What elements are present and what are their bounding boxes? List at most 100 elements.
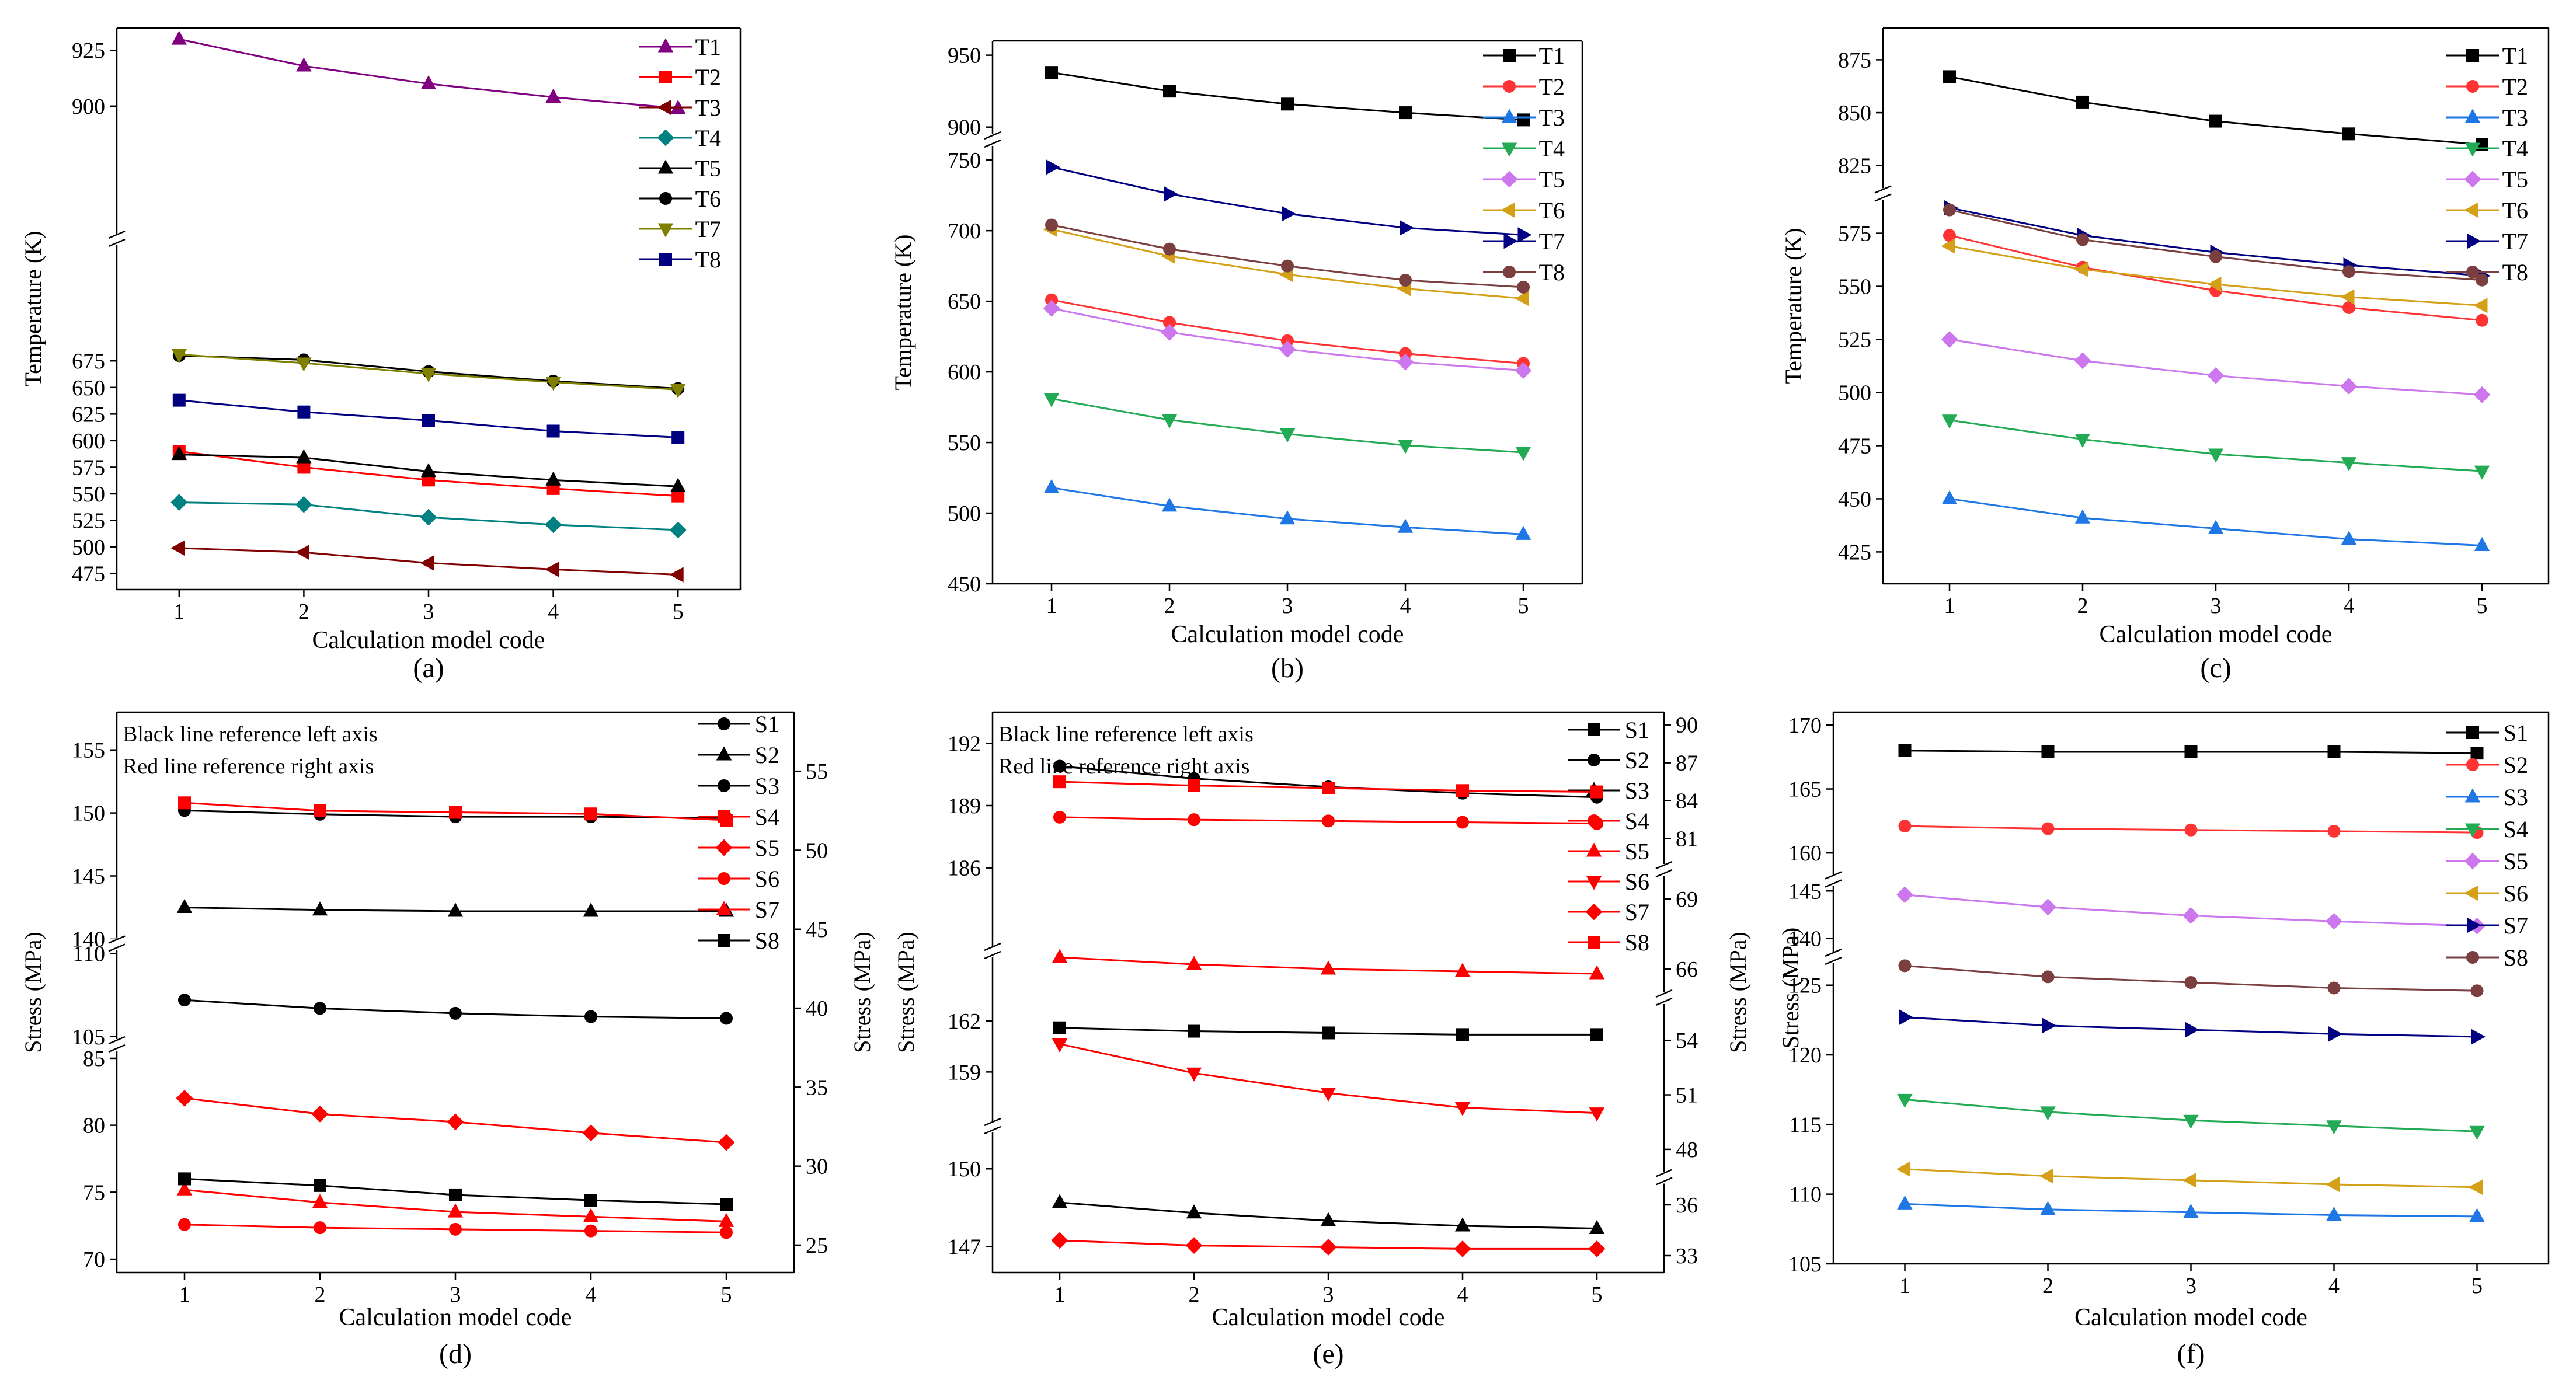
legend-label-b-T6: T6 (1539, 197, 1565, 224)
data-point-e-S3 (1052, 1194, 1068, 1208)
series-line-c-T4 (1949, 419, 2483, 472)
data-point-a-T5 (171, 445, 187, 461)
data-point-e-S6 (1186, 1067, 1202, 1082)
data-point-f-S5 (2039, 898, 2056, 916)
data-point-d-S5 (582, 1124, 600, 1142)
data-point-b-T4 (1279, 428, 1296, 443)
data-point-c-T6 (1941, 238, 1955, 254)
data-point-f-S7 (2042, 1017, 2057, 1034)
legend-marker-b-T5 (1501, 170, 1518, 188)
axis-break-a-mark-2 (108, 238, 126, 248)
data-point-e-S8 (1322, 782, 1335, 794)
data-point-c-T2 (2342, 301, 2355, 314)
y-axis-label-c: Temperature (K) (1780, 228, 1806, 384)
data-point-b-T8 (1281, 259, 1294, 273)
legend-marker-f-S8 (2466, 951, 2479, 964)
data-point-b-T5 (1515, 362, 1532, 379)
data-point-f-S1 (2327, 745, 2341, 758)
data-point-b-T3 (1515, 525, 1531, 540)
y-tick-label-a: 475 (72, 562, 105, 587)
data-point-f-S6 (1896, 1161, 1910, 1177)
x-tick-label-f: 4 (2328, 1274, 2340, 1298)
annotation-e: Black line reference left axis (998, 722, 1254, 747)
data-point-f-S3 (2183, 1204, 2199, 1218)
data-point-f-S4 (2040, 1106, 2056, 1121)
data-point-b-T5 (1397, 353, 1414, 371)
legend-marker-c-T7 (2467, 233, 2481, 249)
x-tick-label-d: 5 (721, 1283, 732, 1307)
data-point-d-S3 (314, 1002, 326, 1015)
data-point-e-S1 (1053, 1021, 1066, 1034)
x-tick-label-d: 2 (315, 1283, 326, 1307)
data-point-c-T3 (2074, 509, 2091, 524)
legend-marker-a-T8 (659, 253, 672, 266)
data-point-f-S3 (2469, 1208, 2485, 1222)
data-point-a-T5 (296, 449, 312, 464)
data-point-c-T1 (1943, 70, 1956, 83)
y-tick-label-f: 160 (1788, 841, 1822, 866)
legend-label-c-T1: T1 (2502, 43, 2528, 69)
data-point-b-T3 (1397, 518, 1414, 533)
y-tick-label-b: 600 (948, 360, 981, 385)
y-axis-label-a: Temperature (K) (20, 231, 46, 386)
data-point-a-T3 (669, 567, 684, 583)
data-point-f-S1 (1898, 744, 1912, 757)
y-tick-label-a: 925 (72, 39, 105, 63)
data-point-b-T7 (1282, 205, 1296, 222)
data-point-a-T8 (297, 405, 311, 419)
axis-break-f-mark-1 (1825, 871, 1842, 880)
data-point-f-S6 (2325, 1176, 2340, 1193)
data-point-d-S4 (178, 796, 191, 810)
right-axis-break-e-mark-1 (1655, 1169, 1673, 1177)
data-point-e-S5 (1454, 963, 1471, 977)
data-point-c-T1 (2076, 95, 2089, 109)
y-axis-label-e: Stress (MPa) (893, 932, 919, 1053)
data-point-c-T8 (2076, 233, 2089, 246)
legend-marker-e-S6 (1586, 876, 1602, 890)
legend-label-a-T6: T6 (695, 186, 721, 212)
y-tick-label-d: 75 (83, 1180, 105, 1205)
data-point-a-T5 (545, 471, 561, 486)
y-tick-label-a: 650 (72, 376, 105, 400)
annotation-d: Black line reference left axis (123, 722, 378, 747)
data-point-d-S8 (314, 1179, 326, 1192)
x-tick-label-b: 1 (1046, 594, 1057, 618)
legend-marker-b-T6 (1501, 202, 1515, 218)
data-point-d-S3 (449, 1006, 462, 1020)
legend-marker-d-S4 (718, 810, 730, 823)
data-point-d-S2 (447, 902, 464, 917)
series-line-c-T5 (1949, 339, 2483, 396)
axis-break-c-mark-2 (1874, 193, 1892, 202)
axis-break-b-mark-1 (984, 131, 1001, 140)
data-point-c-T8 (2476, 273, 2488, 287)
data-point-f-S5 (2326, 912, 2342, 930)
x-tick-label-e: 3 (1323, 1283, 1334, 1307)
data-point-a-T1 (171, 30, 187, 45)
panel-caption-f: (f) (2177, 1339, 2205, 1369)
data-point-f-S8 (2327, 981, 2341, 995)
legend-label-c-T5: T5 (2502, 166, 2528, 193)
data-point-e-S3 (1589, 1219, 1605, 1234)
data-point-d-S2 (312, 901, 328, 916)
data-point-e-S3 (1320, 1212, 1336, 1226)
legend-marker-c-T8 (2466, 266, 2479, 278)
data-point-a-T1 (420, 75, 437, 90)
axis-break-a-mark-1 (108, 230, 126, 239)
x-tick-label-e: 2 (1189, 1283, 1200, 1307)
series-line-b-T1 (1051, 71, 1524, 121)
axis-break-f-mark-2 (1825, 956, 1842, 966)
data-point-a-T7 (670, 384, 686, 399)
data-point-d-S5 (718, 1134, 735, 1151)
legend-marker-d-S6 (718, 872, 730, 885)
data-point-a-T7 (171, 349, 187, 363)
legend-label-d-S4: S4 (755, 804, 779, 830)
legend-label-c-T3: T3 (2502, 104, 2528, 131)
x-tick-label-a: 1 (173, 600, 185, 624)
x-tick-label-c: 5 (2477, 594, 2488, 618)
data-point-e-S5 (1186, 956, 1202, 970)
x-axis-label-d: Calculation model code (339, 1304, 572, 1331)
panel-caption-c: (c) (2200, 653, 2231, 684)
legend-label-f-S6: S6 (2504, 880, 2528, 907)
legend-marker-c-T2 (2466, 80, 2479, 93)
